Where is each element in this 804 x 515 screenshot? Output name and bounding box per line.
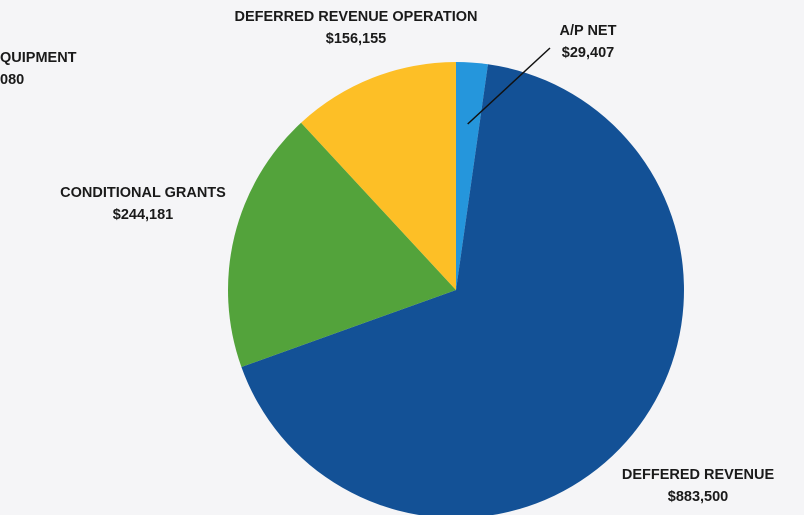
label-partial-equipment-value: 080 <box>0 72 25 88</box>
label-conditional-grants-name: CONDITIONAL GRANTS <box>60 185 226 201</box>
pie-slice-conditional-grants <box>227 122 456 368</box>
label-ap-net: A/P NET $29,407 <box>530 20 646 64</box>
label-deffered-revenue-value: $883,500 <box>667 489 729 505</box>
label-deferred-revenue-operation-value: $156,155 <box>325 31 387 47</box>
label-conditional-grants: CONDITIONAL GRANTS $244,181 <box>25 182 261 226</box>
label-conditional-grants-value: $244,181 <box>112 207 174 223</box>
label-partial-equipment: QUIPMENT 080 <box>0 47 77 91</box>
pie-slice-deffered-revenue <box>241 64 684 515</box>
leader-line-ap-net <box>467 47 551 125</box>
label-partial-equipment-name: QUIPMENT <box>0 50 77 66</box>
label-ap-net-name: A/P NET <box>559 23 617 39</box>
label-deffered-revenue-name: DEFFERED REVENUE <box>621 467 775 483</box>
pie-slice-a-p-net <box>456 62 488 290</box>
label-deferred-revenue-operation: DEFERRED REVENUE OPERATION $156,155 <box>203 6 509 50</box>
label-deferred-revenue-operation-name: DEFERRED REVENUE OPERATION <box>234 9 478 25</box>
label-ap-net-value: $29,407 <box>561 45 615 61</box>
label-deffered-revenue: DEFFERED REVENUE $883,500 <box>598 464 798 508</box>
pie-slice-deferred-revenue-operation <box>301 62 456 290</box>
